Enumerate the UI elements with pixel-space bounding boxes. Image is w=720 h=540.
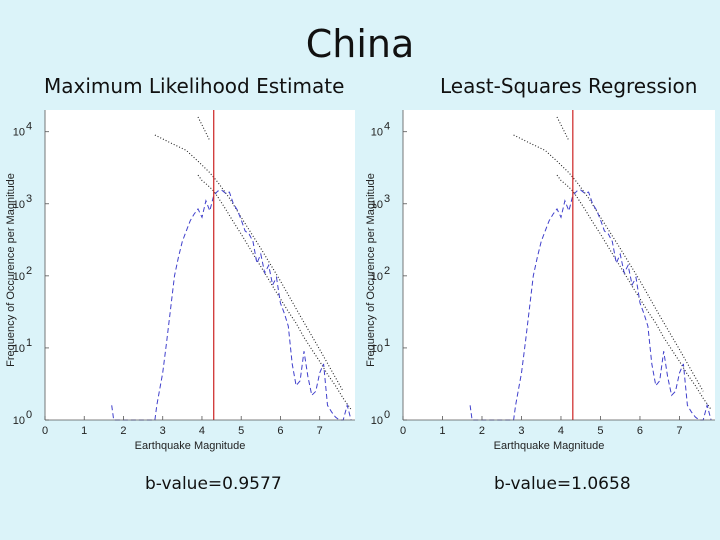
x-tick-label: 6 bbox=[637, 425, 643, 437]
x-tick-label: 7 bbox=[317, 425, 323, 437]
y-tick-label: 10 bbox=[13, 271, 25, 283]
y-tick-label: 10 bbox=[13, 415, 25, 427]
x-tick-label: 7 bbox=[676, 425, 682, 437]
x-tick-label: 6 bbox=[277, 425, 283, 437]
plot-area bbox=[45, 110, 355, 420]
x-tick-label: 2 bbox=[120, 425, 126, 437]
x-tick-label: 1 bbox=[439, 425, 445, 437]
y-tick-exponent: 4 bbox=[26, 121, 32, 133]
bvalue-mle: b-value=0.9577 bbox=[145, 474, 282, 494]
x-axis-label: Earthquake Magnitude bbox=[494, 440, 605, 452]
x-tick-label: 0 bbox=[400, 425, 406, 437]
plot-area bbox=[403, 110, 715, 420]
series-line-3 bbox=[111, 189, 352, 421]
y-tick-label: 10 bbox=[371, 199, 383, 211]
y-tick-exponent: 1 bbox=[384, 337, 390, 349]
x-tick-label: 1 bbox=[81, 425, 87, 437]
y-tick-label: 10 bbox=[371, 343, 383, 355]
series-line-0 bbox=[197, 174, 352, 410]
y-tick-exponent: 4 bbox=[384, 121, 390, 133]
y-tick-exponent: 1 bbox=[26, 337, 32, 349]
x-tick-label: 4 bbox=[558, 425, 564, 437]
series-line-3 bbox=[469, 189, 712, 421]
y-tick-label: 10 bbox=[371, 271, 383, 283]
slide-title: China bbox=[305, 22, 415, 66]
y-tick-exponent: 0 bbox=[26, 409, 32, 421]
y-tick-label: 10 bbox=[371, 127, 383, 139]
panel-subtitle-mle: Maximum Likelihood Estimate bbox=[44, 74, 345, 98]
x-tick-label: 0 bbox=[42, 425, 48, 437]
y-tick-exponent: 0 bbox=[384, 409, 390, 421]
x-tick-label: 2 bbox=[479, 425, 485, 437]
y-tick-label: 10 bbox=[13, 127, 25, 139]
series-line-1 bbox=[154, 134, 344, 392]
x-tick-label: 3 bbox=[518, 425, 524, 437]
x-tick-label: 3 bbox=[160, 425, 166, 437]
x-tick-label: 5 bbox=[238, 425, 244, 437]
y-axis-label: Frequency of Occurence per Magnitude bbox=[365, 173, 377, 367]
y-tick-exponent: 3 bbox=[26, 193, 32, 205]
y-tick-label: 10 bbox=[13, 343, 25, 355]
y-tick-exponent: 2 bbox=[384, 265, 390, 277]
x-tick-label: 4 bbox=[199, 425, 205, 437]
x-axis-label: Earthquake Magnitude bbox=[135, 440, 246, 452]
y-tick-exponent: 2 bbox=[26, 265, 32, 277]
x-tick-label: 5 bbox=[597, 425, 603, 437]
y-tick-exponent: 3 bbox=[384, 193, 390, 205]
y-axis-label: Frequency of Occurence per Magnitude bbox=[5, 173, 17, 367]
series-line-1 bbox=[513, 134, 704, 392]
panel-subtitle-lsr: Least-Squares Regression bbox=[440, 74, 698, 98]
y-tick-label: 10 bbox=[13, 199, 25, 211]
bvalue-lsr: b-value=1.0658 bbox=[494, 474, 631, 494]
y-tick-label: 10 bbox=[371, 415, 383, 427]
